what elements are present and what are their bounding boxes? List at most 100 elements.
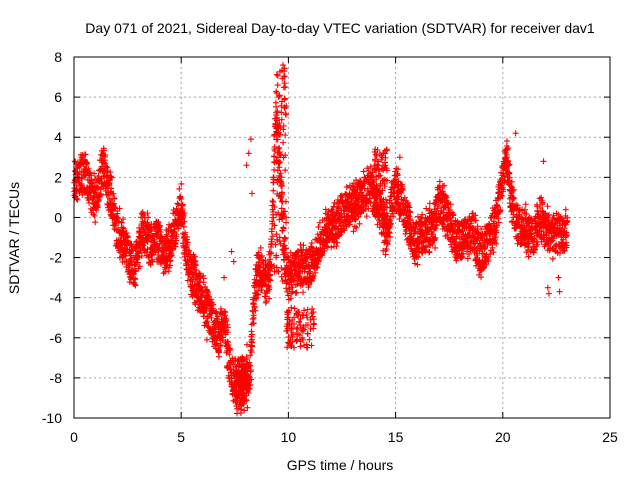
data-point	[556, 288, 563, 295]
x-tick-label: 10	[281, 429, 297, 445]
data-point	[269, 233, 276, 240]
data-point	[394, 166, 401, 173]
data-point	[406, 204, 413, 211]
data-point	[278, 205, 285, 212]
data-point	[160, 270, 167, 277]
data-point	[248, 349, 255, 356]
data-point	[321, 247, 328, 254]
data-point	[350, 228, 357, 235]
data-point	[79, 191, 86, 198]
data-point	[268, 238, 275, 245]
data-point	[250, 314, 257, 321]
data-point	[91, 170, 98, 177]
data-point	[184, 233, 191, 240]
data-point	[111, 204, 118, 211]
data-point	[284, 253, 291, 260]
data-point	[128, 259, 135, 266]
data-point	[174, 200, 181, 207]
data-point	[173, 233, 180, 240]
data-point	[266, 295, 273, 302]
data-point	[193, 267, 200, 274]
data-point	[289, 288, 296, 295]
data-point	[144, 246, 151, 253]
data-point	[369, 169, 376, 176]
data-point	[402, 230, 409, 237]
data-point	[249, 343, 256, 350]
data-point	[92, 189, 99, 196]
data-point	[134, 259, 141, 266]
data-point	[226, 351, 233, 358]
data-point	[252, 307, 259, 314]
data-point	[522, 201, 529, 208]
data-point	[89, 205, 96, 212]
x-tick-label: 15	[388, 429, 404, 445]
data-point	[294, 281, 301, 288]
data-point	[138, 252, 145, 259]
data-point	[254, 291, 261, 298]
data-point	[276, 151, 283, 158]
y-tick-label: 2	[54, 169, 62, 185]
data-point	[217, 342, 224, 349]
data-point	[102, 152, 109, 159]
data-point	[154, 258, 161, 265]
data-point	[186, 247, 193, 254]
data-point	[257, 244, 264, 251]
data-point	[269, 198, 276, 205]
data-point	[346, 221, 353, 228]
data-point	[107, 173, 114, 180]
data-points	[71, 62, 571, 417]
y-tick-labels: -10 -8 -6 -4 -2 0 2 4 6 8	[42, 49, 62, 426]
data-point	[334, 239, 341, 246]
data-point	[208, 314, 215, 321]
data-point	[167, 262, 174, 269]
data-point	[224, 342, 231, 349]
y-tick-label: 4	[54, 129, 62, 145]
data-point	[339, 194, 346, 201]
data-point	[110, 190, 117, 197]
data-point	[315, 223, 322, 230]
data-point	[192, 262, 199, 269]
data-point	[219, 334, 226, 341]
data-point	[247, 367, 254, 374]
data-point	[178, 180, 185, 187]
data-point	[119, 224, 126, 231]
data-point	[86, 169, 93, 176]
data-point	[97, 192, 104, 199]
data-point	[130, 267, 137, 274]
data-point	[215, 353, 222, 360]
data-point	[399, 201, 406, 208]
data-point	[310, 272, 317, 279]
data-point	[382, 251, 389, 258]
data-point	[169, 232, 176, 239]
data-point	[282, 84, 289, 91]
data-point	[227, 347, 234, 354]
data-point	[396, 154, 403, 161]
data-point	[274, 82, 281, 89]
data-point	[282, 167, 289, 174]
data-point	[221, 274, 228, 281]
data-point	[291, 277, 298, 284]
data-point	[214, 313, 221, 320]
data-point	[266, 284, 273, 291]
data-point	[120, 216, 127, 223]
data-point	[383, 246, 390, 253]
data-point	[250, 320, 257, 327]
data-point	[147, 261, 154, 268]
data-point	[92, 219, 99, 226]
data-point	[223, 316, 230, 323]
data-point	[73, 195, 80, 202]
data-point	[333, 243, 340, 250]
data-point	[213, 340, 220, 347]
data-point	[148, 221, 155, 228]
data-point	[268, 250, 275, 257]
data-point	[405, 212, 412, 219]
data-point	[410, 230, 417, 237]
data-point	[274, 114, 281, 121]
data-point	[283, 219, 290, 226]
data-point	[399, 186, 406, 193]
data-point	[401, 194, 408, 201]
y-tick-label: 6	[54, 89, 62, 105]
data-point	[243, 162, 250, 169]
data-point	[92, 176, 99, 183]
data-point	[359, 206, 366, 213]
